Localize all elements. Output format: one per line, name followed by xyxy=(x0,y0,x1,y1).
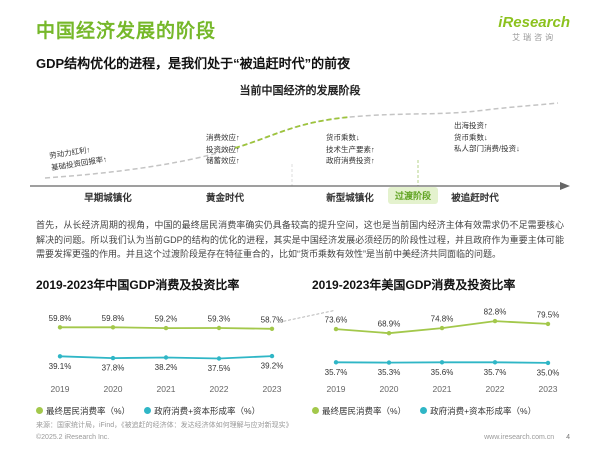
svg-text:2022: 2022 xyxy=(210,384,229,394)
chart-title-usa: 2019-2023年美国GDP消费及投资比率 xyxy=(312,277,516,292)
factor-line: 私人部门消费/投资↓ xyxy=(454,144,520,154)
legend-label: 政府消费+资本形成率（%） xyxy=(154,405,261,416)
usa-gdp-line-chart: 73.6% 68.9% 74.8% 82.8% 79.5% 35.7% 35.3% 35.6%… xyxy=(325,307,560,394)
stage-label-early-urbanization: 早期城镇化 xyxy=(84,193,132,204)
legend-label: 最终居民消费率（%） xyxy=(322,405,407,416)
factor-line: 货币乘数↓ xyxy=(454,132,488,142)
stage4-factors: 出海投资↑ 货币乘数↓ 私人部门消费/投资↓ xyxy=(454,120,520,155)
chart-title-china: 2019-2023年中国GDP消费及投资比率 xyxy=(36,277,240,292)
svg-text:2021: 2021 xyxy=(433,384,452,394)
page-subtitle: GDP结构优化的进程，是我们处于“被追赶时代”的前夜 xyxy=(36,56,351,71)
source-note: 来源：国家统计局，iFind，《被追赶的经济体：发达经济体如何理解与应对新现实》 xyxy=(36,422,293,429)
diagram-title: 当前中国经济的发展阶段 xyxy=(239,85,361,97)
logo-chinese-name: 艾瑞咨询 xyxy=(512,33,557,42)
stage2-factors: 消费效应↑ 投资效应↑ 储蓄效应↑ xyxy=(206,132,240,167)
stage-label-golden-era: 黄金时代 xyxy=(205,193,245,204)
chart-legend: 最终居民消费率（%） 政府消费+资本形成率（%） xyxy=(36,405,288,417)
svg-text:59.8%: 59.8% xyxy=(49,314,72,323)
svg-text:79.5%: 79.5% xyxy=(537,310,560,319)
page-footer: 来源：国家统计局，iFind，《被追赶的经济体：发达经济体如何理解与应对新现实》… xyxy=(36,420,570,441)
svg-text:59.3%: 59.3% xyxy=(208,314,231,323)
legend-dot-green xyxy=(312,407,319,415)
svg-text:58.7%: 58.7% xyxy=(261,315,284,324)
factor-line: 消费效应↑ xyxy=(206,133,240,142)
page-title: 中国经济发展的阶段 xyxy=(36,21,217,42)
svg-text:37.5%: 37.5% xyxy=(208,364,231,373)
page-header: 中国经济发展的阶段 iResearch 艾瑞咨询 xyxy=(0,0,600,43)
stage3-factors: 货币乘数↓ 技术生产要素↑ 政府消费投资↑ xyxy=(326,132,375,167)
legend-label: 最终居民消费率（%） xyxy=(46,405,131,416)
growth-curve-path xyxy=(44,102,559,179)
legend-item-resident-consumption: 最终居民消费率（%） xyxy=(312,405,406,417)
svg-text:38.2%: 38.2% xyxy=(155,363,178,372)
svg-text:59.8%: 59.8% xyxy=(102,314,125,323)
footer-right: www.iresearch.com.cn 4 xyxy=(484,434,570,441)
svg-text:2019: 2019 xyxy=(327,384,346,394)
development-stage-diagram: 当前中国经济的发展阶段 劳动力红利↑ 基础投资回报率↑ 消费效应↑ 投资效应↑ … xyxy=(20,82,580,208)
stage-label-pursued-era: 被追赶时代 xyxy=(451,193,499,204)
legend-item-resident-consumption: 最终居民消费率（%） xyxy=(36,405,130,417)
growth-curve-chart xyxy=(30,102,570,190)
svg-text:35.3%: 35.3% xyxy=(378,368,401,377)
analysis-paragraph: 首先，从长经济周期的视角，中国的最终居民消费率确实仍具备较高的提升空间，这也是当… xyxy=(36,220,564,260)
svg-text:35.6%: 35.6% xyxy=(431,368,454,377)
copyright-note: ©2025.2 iResearch Inc. xyxy=(36,434,110,441)
legend-dot-teal xyxy=(420,407,428,415)
website-url: www.iresearch.com.cn xyxy=(484,434,555,441)
legend-dot-green xyxy=(36,407,43,415)
factor-line: 储蓄效应↑ xyxy=(206,156,240,166)
svg-text:68.9%: 68.9% xyxy=(378,319,401,328)
charts-section: 2019-2023年中国GDP消费及投资比率 59.8% 59.8% 59.2% 59… xyxy=(36,276,564,417)
svg-text:74.8%: 74.8% xyxy=(431,314,454,323)
iresearch-logo: iResearch 艾瑞咨询 xyxy=(498,14,570,43)
page-number: 4 xyxy=(566,434,570,441)
factor-line: 技术生产要素↑ xyxy=(326,144,375,154)
stage-label-new-urbanization: 新型城镇化 xyxy=(326,193,374,204)
logo-wordmark: iResearch xyxy=(498,14,570,31)
factor-line: 出海投资↑ xyxy=(454,121,488,130)
svg-text:2023: 2023 xyxy=(263,384,282,394)
legend-item-gov-capital: 政府消费+资本形成率（%） xyxy=(144,405,260,417)
legend-item-gov-capital: 政府消费+资本形成率（%） xyxy=(420,405,536,417)
svg-text:2022: 2022 xyxy=(486,384,505,394)
footer-row: ©2025.2 iResearch Inc. www.iresearch.com… xyxy=(36,434,570,441)
factor-line: 政府消费投资↑ xyxy=(326,156,375,166)
svg-text:73.6%: 73.6% xyxy=(325,315,348,324)
factor-line: 投资效应↑ xyxy=(206,144,240,154)
svg-text:2021: 2021 xyxy=(157,384,176,394)
svg-text:59.2%: 59.2% xyxy=(155,314,178,323)
svg-text:35.7%: 35.7% xyxy=(484,368,507,377)
svg-text:2019: 2019 xyxy=(51,384,70,394)
legend-label: 政府消费+资本形成率（%） xyxy=(430,405,537,416)
axis-arrow-icon xyxy=(560,182,570,190)
china-gdp-chart-card: 2019-2023年中国GDP消费及投资比率 59.8% 59.8% 59.2% 59… xyxy=(36,276,288,417)
legend-dot-teal xyxy=(144,407,152,415)
svg-text:35.0%: 35.0% xyxy=(537,368,560,377)
svg-text:2020: 2020 xyxy=(380,384,399,394)
usa-gdp-chart-card: 2019-2023年美国GDP消费及投资比率 73.6% 68.9% 74.8% 82… xyxy=(312,276,564,417)
factor-line: 货币乘数↓ xyxy=(326,133,360,142)
svg-text:82.8%: 82.8% xyxy=(484,307,507,316)
chart-legend: 最终居民消费率（%） 政府消费+资本形成率（%） xyxy=(312,405,564,417)
china-gdp-line-chart: 59.8% 59.8% 59.2% 59.3% 58.7% 39.1% 37.8% 38.2%… xyxy=(49,314,284,394)
svg-text:39.2%: 39.2% xyxy=(261,361,284,370)
svg-text:39.1%: 39.1% xyxy=(49,362,72,371)
svg-text:35.7%: 35.7% xyxy=(325,368,348,377)
transition-stage-badge: 过渡阶段 xyxy=(387,187,439,204)
svg-text:2020: 2020 xyxy=(104,384,123,394)
svg-text:2023: 2023 xyxy=(539,384,558,394)
svg-text:37.8%: 37.8% xyxy=(102,363,125,372)
